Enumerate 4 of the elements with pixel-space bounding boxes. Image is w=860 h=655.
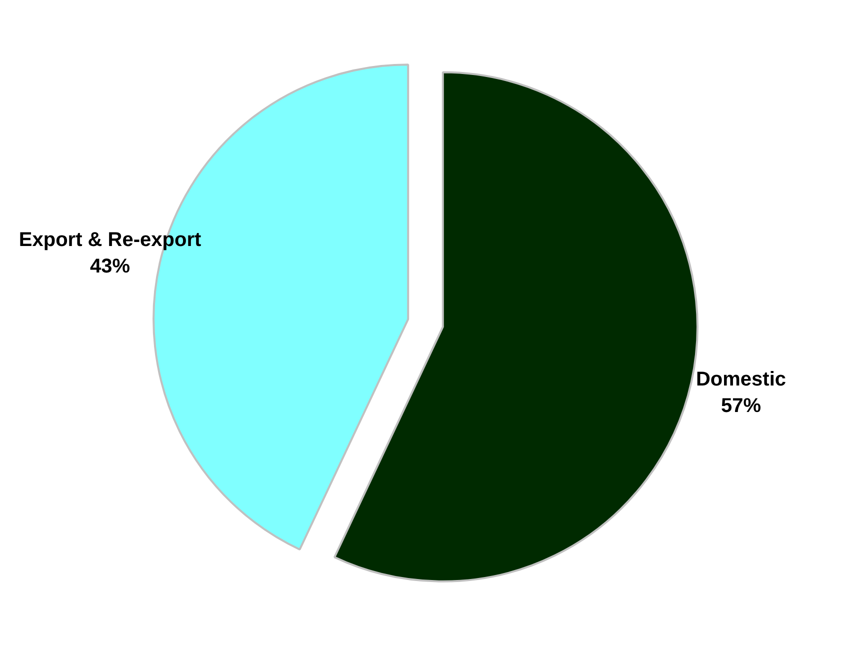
slice-label: Domestic (696, 368, 786, 391)
slice-label: Export & Re-export (18, 228, 202, 251)
data-label: 43% (90, 255, 130, 278)
data-label: 57% (720, 395, 762, 418)
